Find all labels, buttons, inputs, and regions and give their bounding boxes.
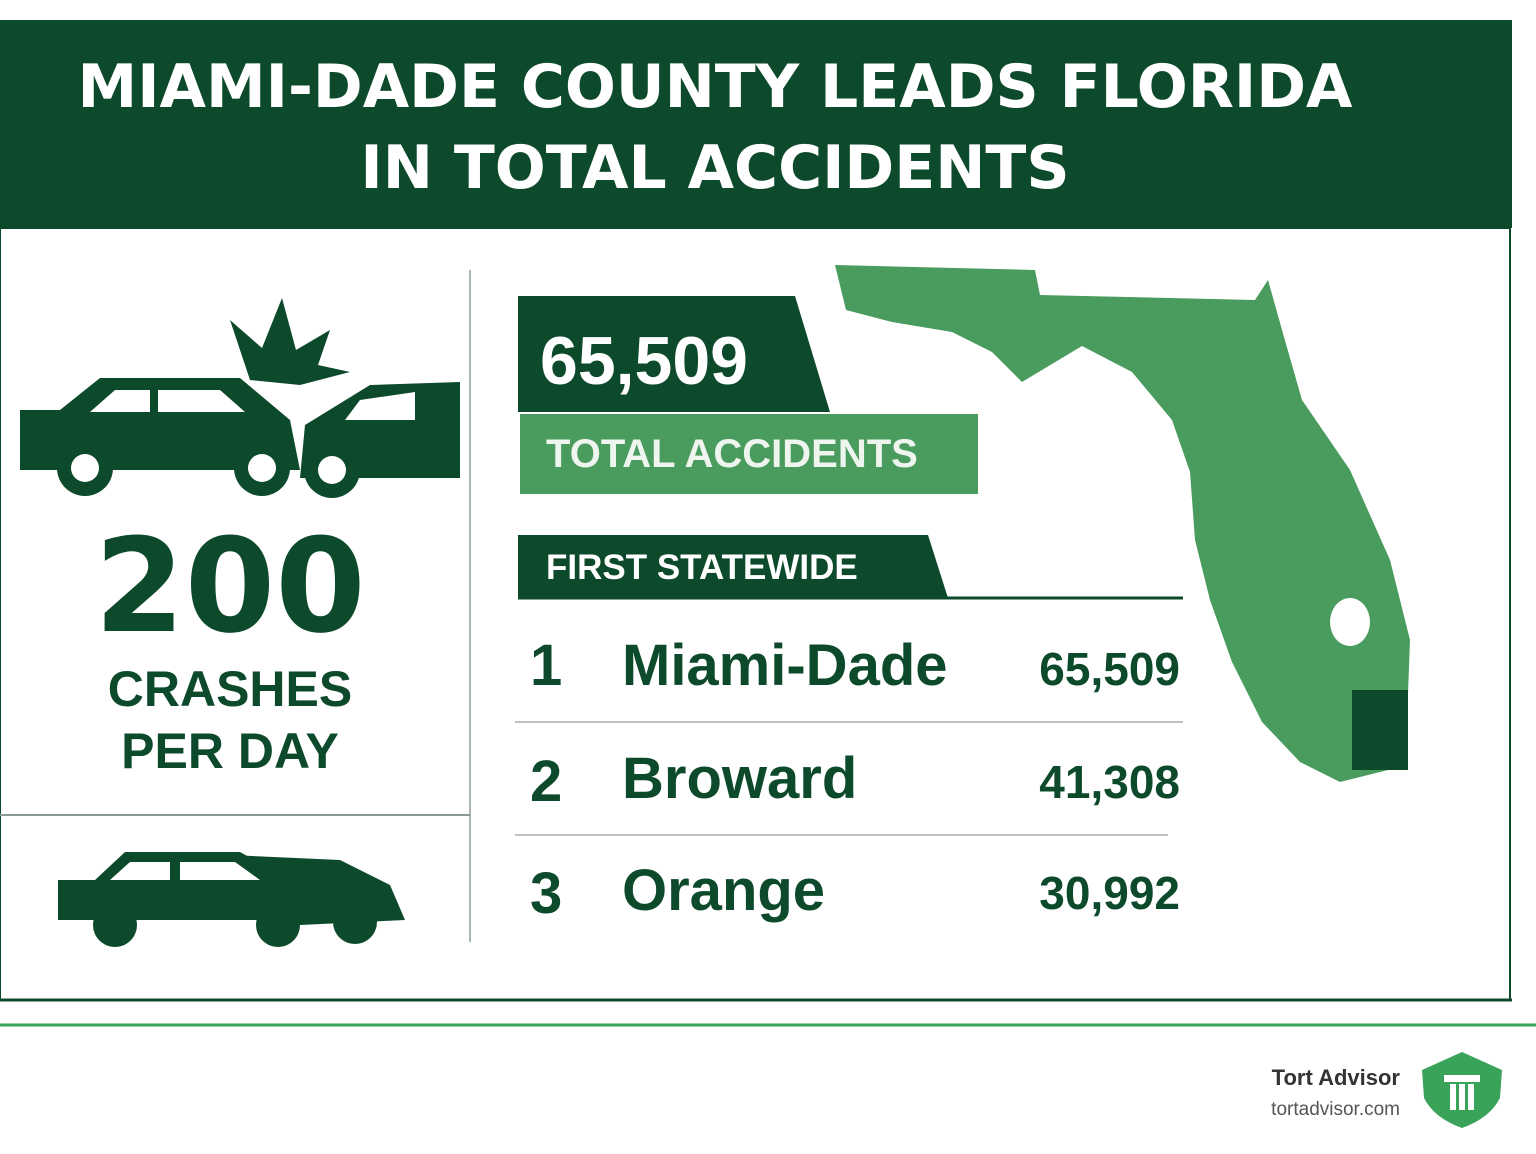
caption: PER DAY bbox=[121, 723, 339, 779]
count: 65,509 bbox=[1039, 643, 1180, 695]
stat-label-box bbox=[520, 414, 978, 494]
caption: CRASHES bbox=[107, 661, 353, 717]
count: 30,992 bbox=[1039, 867, 1180, 919]
stat-label: TOTAL ACCIDENTS bbox=[546, 432, 918, 476]
rank: 3 bbox=[530, 861, 563, 926]
lake bbox=[1330, 598, 1370, 646]
logo-pillar bbox=[1444, 1075, 1480, 1110]
title: IN TOTAL ACCIDENTS bbox=[360, 133, 1070, 203]
car-windows bbox=[110, 862, 260, 880]
crash-icon bbox=[58, 852, 405, 947]
big-number: 200 bbox=[94, 510, 366, 662]
ranking-heading-box bbox=[518, 535, 948, 598]
florida-map bbox=[835, 265, 1410, 782]
stat-box bbox=[518, 296, 830, 412]
rank: 1 bbox=[530, 633, 563, 698]
county: Broward bbox=[622, 746, 858, 811]
rank: 2 bbox=[530, 749, 563, 814]
county: Orange bbox=[622, 858, 826, 923]
stat-number: 65,509 bbox=[540, 323, 748, 399]
title: MIAMI-DADE COUNTY LEADS FLORIDA bbox=[77, 52, 1353, 122]
brand: Tort Advisor bbox=[1271, 1065, 1400, 1090]
crash-icon bbox=[20, 298, 460, 498]
count: 41,308 bbox=[1039, 756, 1180, 808]
miami-dade-highlight bbox=[1352, 690, 1408, 770]
url[interactable]: tortadvisor.com bbox=[1271, 1099, 1400, 1120]
car-windows bbox=[71, 390, 415, 484]
ranking-heading: FIRST STATEWIDE bbox=[546, 548, 858, 587]
county: Miami-Dade bbox=[622, 633, 948, 698]
header-band bbox=[0, 20, 1512, 228]
